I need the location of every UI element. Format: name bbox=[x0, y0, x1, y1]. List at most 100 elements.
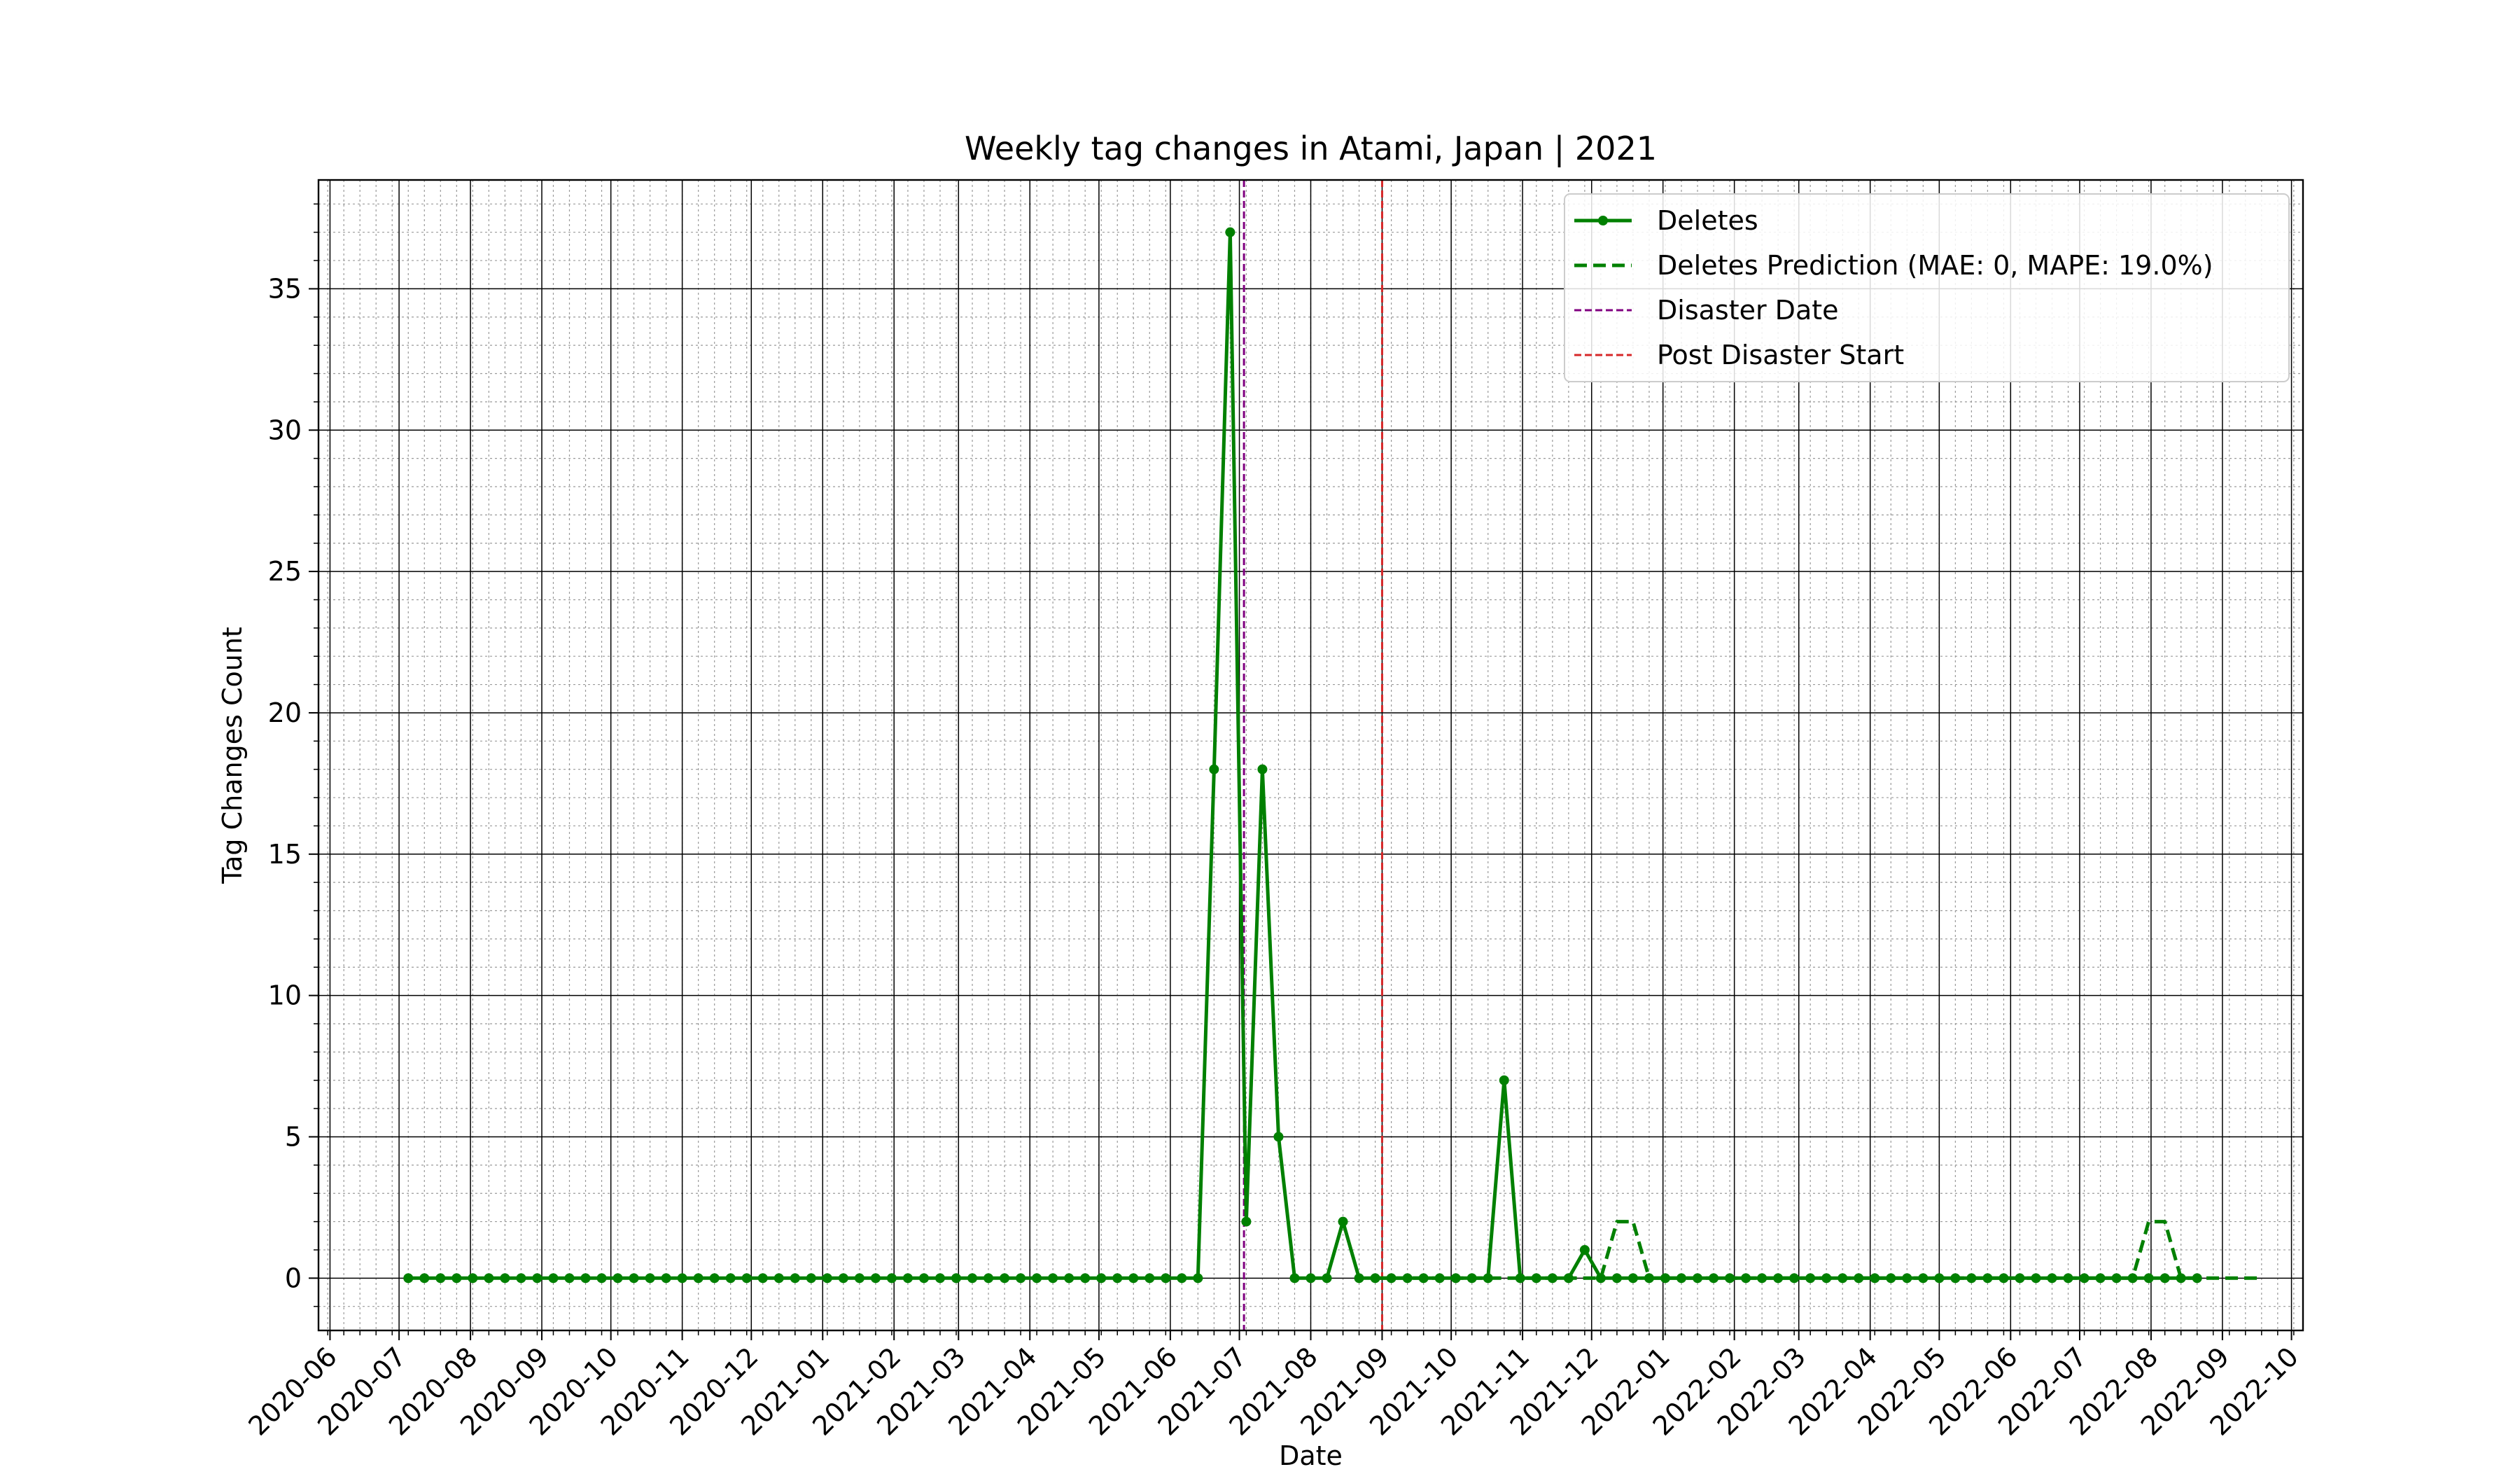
data-point bbox=[1161, 1273, 1171, 1284]
data-point bbox=[1257, 764, 1268, 774]
data-point bbox=[822, 1273, 832, 1284]
data-point bbox=[741, 1273, 752, 1284]
data-point bbox=[1193, 1273, 1203, 1284]
data-point bbox=[1225, 227, 1236, 237]
data-point bbox=[1870, 1273, 1880, 1284]
legend-label: Post Disaster Start bbox=[1657, 340, 1904, 370]
data-point bbox=[1048, 1273, 1058, 1284]
y-tick-label: 5 bbox=[285, 1121, 302, 1152]
data-point bbox=[1209, 764, 1219, 774]
data-point bbox=[1032, 1273, 1042, 1284]
data-point bbox=[435, 1273, 446, 1284]
data-point bbox=[838, 1273, 848, 1284]
data-point bbox=[757, 1273, 768, 1284]
data-point bbox=[564, 1273, 575, 1284]
data-point bbox=[1515, 1273, 1525, 1284]
data-point bbox=[1000, 1273, 1010, 1284]
data-point bbox=[1322, 1273, 1332, 1284]
data-point bbox=[1757, 1273, 1768, 1284]
data-point bbox=[693, 1273, 704, 1284]
data-point bbox=[854, 1273, 864, 1284]
data-point bbox=[902, 1273, 913, 1284]
data-point bbox=[1611, 1273, 1622, 1284]
y-axis-label: Tag Changes Count bbox=[217, 627, 248, 884]
legend-label: Deletes Prediction (MAE: 0, MAPE: 19.0%) bbox=[1657, 250, 2213, 281]
y-tick-label: 15 bbox=[268, 839, 302, 870]
data-point bbox=[1579, 1244, 1590, 1255]
data-point bbox=[1306, 1273, 1316, 1284]
y-tick-label: 30 bbox=[268, 415, 302, 445]
data-point bbox=[1128, 1273, 1139, 1284]
data-point bbox=[790, 1273, 800, 1284]
data-point bbox=[774, 1273, 784, 1284]
data-point bbox=[1789, 1273, 1800, 1284]
data-point bbox=[516, 1273, 526, 1284]
data-point bbox=[1998, 1273, 2009, 1284]
data-point bbox=[1064, 1273, 1074, 1284]
data-point bbox=[2111, 1273, 2122, 1284]
y-tick-label: 0 bbox=[285, 1263, 302, 1293]
data-point bbox=[1402, 1273, 1413, 1284]
data-point bbox=[2160, 1273, 2170, 1284]
data-point bbox=[468, 1273, 478, 1284]
data-point bbox=[983, 1273, 994, 1284]
data-point bbox=[1016, 1273, 1026, 1284]
axis-ticks bbox=[309, 203, 2295, 1340]
data-point bbox=[677, 1273, 687, 1284]
y-tick-label: 10 bbox=[268, 980, 302, 1011]
legend-marker bbox=[1598, 216, 1608, 225]
data-point bbox=[403, 1273, 414, 1284]
data-point bbox=[1144, 1273, 1155, 1284]
data-point bbox=[1112, 1273, 1123, 1284]
data-point bbox=[1177, 1273, 1187, 1284]
data-point bbox=[870, 1273, 881, 1284]
data-point bbox=[806, 1273, 816, 1284]
data-point bbox=[645, 1273, 655, 1284]
data-point bbox=[1386, 1273, 1396, 1284]
legend-box bbox=[1564, 193, 2290, 382]
data-point bbox=[451, 1273, 462, 1284]
data-point bbox=[951, 1273, 962, 1284]
chart-title: Weekly tag changes in Atami, Japan | 202… bbox=[965, 130, 1657, 168]
data-point bbox=[886, 1273, 897, 1284]
data-point bbox=[612, 1273, 623, 1284]
data-point bbox=[967, 1273, 978, 1284]
series-layer bbox=[403, 227, 2262, 1284]
legend-label: Disaster Date bbox=[1657, 295, 1839, 326]
data-point bbox=[1982, 1273, 1993, 1284]
x-axis-label: Date bbox=[1279, 1440, 1343, 1470]
data-point bbox=[1080, 1273, 1091, 1284]
data-point bbox=[1354, 1273, 1364, 1284]
data-point bbox=[1483, 1273, 1493, 1284]
data-point bbox=[725, 1273, 736, 1284]
data-point bbox=[596, 1273, 607, 1284]
data-point bbox=[661, 1273, 671, 1284]
data-point bbox=[1628, 1273, 1638, 1284]
data-point bbox=[580, 1273, 591, 1284]
data-point bbox=[934, 1273, 945, 1284]
data-point bbox=[1338, 1216, 1348, 1227]
data-point bbox=[500, 1273, 510, 1284]
data-point bbox=[419, 1273, 430, 1284]
data-point bbox=[2095, 1273, 2106, 1284]
data-point bbox=[1096, 1273, 1107, 1284]
legend: Deletes Deletes Prediction (MAE: 0, MAPE:… bbox=[1564, 193, 2290, 382]
data-point bbox=[1886, 1273, 1896, 1284]
legend-label: Deletes bbox=[1657, 205, 1758, 236]
data-point bbox=[484, 1273, 494, 1284]
data-point bbox=[1499, 1075, 1509, 1085]
data-point bbox=[532, 1273, 542, 1284]
data-point bbox=[629, 1273, 639, 1284]
data-point bbox=[918, 1273, 929, 1284]
y-tick-label: 20 bbox=[268, 697, 302, 728]
data-point bbox=[709, 1273, 720, 1284]
data-point bbox=[548, 1273, 559, 1284]
data-point bbox=[1289, 1273, 1300, 1284]
prediction-line bbox=[1375, 1220, 2262, 1280]
y-tick-label: 25 bbox=[268, 556, 302, 587]
data-point bbox=[1241, 1216, 1252, 1227]
data-point bbox=[1773, 1273, 1784, 1284]
y-tick-label: 35 bbox=[268, 273, 302, 304]
